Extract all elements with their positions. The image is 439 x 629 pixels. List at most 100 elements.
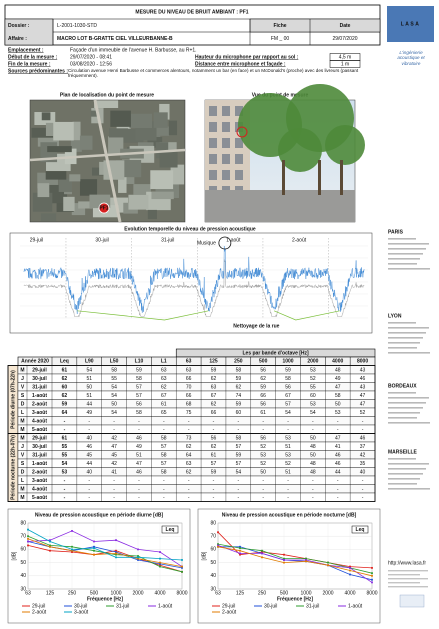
time-day-label: 29-juil	[30, 237, 43, 243]
spectrum-point	[371, 582, 373, 584]
map-block	[46, 171, 67, 179]
column-header: L10	[135, 359, 144, 365]
cell-value: 61	[260, 410, 266, 416]
spectrum-point	[115, 552, 117, 554]
photo-tree	[325, 125, 365, 165]
cell-value: 57	[161, 461, 167, 467]
cell-value: 62	[211, 444, 217, 450]
cell-value: 56	[260, 435, 266, 441]
map-block	[154, 112, 168, 128]
address-line	[388, 402, 426, 404]
column-header: 500	[259, 359, 268, 365]
cell-value: 48	[310, 444, 316, 450]
column-header: 1000	[282, 359, 293, 365]
row-date: 5-août	[32, 427, 47, 433]
cell-value: 63	[161, 376, 167, 382]
office-city: BORDEAUX	[388, 383, 417, 389]
cell-value: 46	[360, 376, 366, 382]
cell-value: 49	[136, 444, 142, 450]
day-letter: J	[21, 376, 24, 382]
cell-value: 62	[236, 384, 242, 390]
time-day-label: 31-juil	[161, 237, 174, 243]
spectrum-point	[159, 566, 161, 568]
cell-value: 58	[236, 367, 242, 373]
photo-window	[222, 138, 230, 148]
address-line	[388, 417, 417, 419]
photo-window	[209, 170, 217, 180]
cell-value: 43	[360, 384, 366, 390]
legend-label: 1-août	[158, 603, 173, 609]
cell-value: 66	[260, 393, 266, 399]
dossier: L-2001-1030-STD	[57, 23, 97, 29]
table-row	[18, 468, 375, 477]
tagline-box: L'ingénierie acoustique et vibratoire	[388, 50, 434, 70]
address-line	[388, 488, 430, 490]
cell-value: 62	[260, 376, 266, 382]
time-day-label: 2-août	[292, 237, 307, 243]
legend-label: 30-juil	[264, 603, 277, 609]
cell-value: 53	[62, 469, 68, 475]
row-date: 2-août	[32, 401, 47, 407]
spectrum-point	[137, 549, 139, 551]
address-line	[388, 352, 430, 354]
chart-title: Niveau de pression acoustique en période…	[35, 512, 164, 518]
cell-value: 62	[211, 376, 217, 382]
year-label: Année 2020	[21, 359, 49, 365]
affaire: MACRO LOT B-GRATTE CIEL VILLEURBANNE-B	[57, 36, 173, 42]
column-header: L1	[161, 359, 167, 365]
cell-value: 68	[186, 401, 192, 407]
cell-value: 64	[62, 410, 68, 416]
map-block	[150, 170, 173, 189]
cell-value: 50	[310, 435, 316, 441]
cell-value: 47	[360, 401, 366, 407]
label-cell	[250, 19, 380, 32]
cell-value: 47	[360, 393, 366, 399]
map-block	[110, 111, 131, 127]
cell-value: 70	[186, 384, 192, 390]
cell-value: 46	[335, 461, 341, 467]
row-date: 30-juil	[32, 444, 47, 450]
photo-window	[209, 138, 217, 148]
spectrum-point	[261, 550, 263, 552]
address-line	[388, 322, 416, 324]
row-date: 4-août	[32, 418, 47, 424]
cell-value: 51	[285, 444, 291, 450]
cell-value: 55	[62, 452, 68, 458]
cell-value: 66	[211, 410, 217, 416]
chart-title: Niveau de pression acoustique en période…	[222, 512, 357, 518]
photo-window	[209, 122, 217, 132]
table-row	[18, 425, 375, 434]
map-block	[129, 114, 152, 128]
cell-value: 52	[260, 444, 266, 450]
cell-value: 58	[161, 452, 167, 458]
photo-caption: Plan de localisation du point de mesure	[60, 92, 154, 98]
cell-value: 63	[186, 461, 192, 467]
spectrum-point	[371, 567, 373, 569]
cell-value: 51	[86, 376, 92, 382]
cell-value: 40	[360, 469, 366, 475]
map-block	[160, 151, 178, 168]
spectrum-point	[93, 541, 95, 543]
info-label: Emplacement :	[8, 47, 44, 53]
cell-value: 53	[310, 401, 316, 407]
table-row	[18, 442, 375, 451]
address-line	[388, 407, 423, 409]
address-line	[388, 473, 423, 475]
tagline: L'ingénierie acoustique et vibratoire	[388, 50, 434, 66]
cell-value: 57	[236, 461, 242, 467]
spectrum-point	[137, 556, 139, 558]
cell-value: 64	[186, 452, 192, 458]
column-header: L50	[110, 359, 119, 365]
spectrum-point	[159, 562, 161, 564]
cell-value: 50	[86, 384, 92, 390]
cell-value: 55	[111, 376, 117, 382]
cell-value: 48	[310, 469, 316, 475]
cell-value: 51	[86, 393, 92, 399]
legend-label: 3-août	[74, 609, 89, 615]
photo-trunk	[282, 160, 285, 195]
day-letter: M	[20, 486, 24, 492]
cell-value: 49	[86, 410, 92, 416]
spectrum-point	[159, 558, 161, 560]
cell-value: 66	[186, 376, 192, 382]
logo: LASA	[401, 21, 421, 27]
